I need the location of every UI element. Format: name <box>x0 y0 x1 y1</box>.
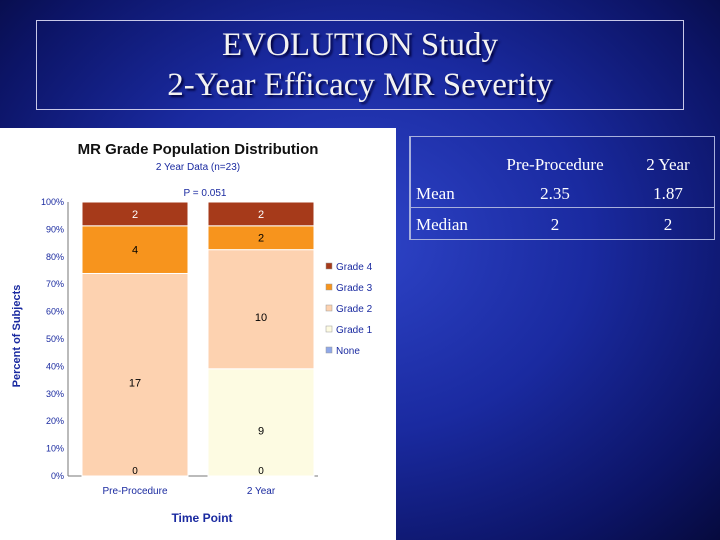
data-label: 17 <box>129 378 141 390</box>
chart-title: MR Grade Population Distribution <box>78 141 319 158</box>
chart-panel: MR Grade Population Distribution 2 Year … <box>0 128 396 540</box>
bar-segment <box>81 225 189 274</box>
row-label: Mean <box>416 184 455 203</box>
median-pre-value: 2 <box>550 215 560 234</box>
data-label: 0 <box>258 466 264 477</box>
table-divider <box>410 137 411 239</box>
data-label: 2 <box>258 233 264 245</box>
table-divider <box>410 207 714 208</box>
data-label: 10 <box>255 312 267 324</box>
legend-swatch <box>325 262 333 270</box>
y-tick-label: 50% <box>46 334 64 344</box>
bar-segment <box>81 201 189 227</box>
slide-title-line2: 2-Year Efficacy MR Severity <box>167 67 553 103</box>
p-value-annotation: P = 0.051 <box>184 188 227 199</box>
data-label: 9 <box>258 425 264 437</box>
y-tick-label: 70% <box>46 279 64 289</box>
legend-swatch <box>325 283 333 291</box>
y-tick-label: 80% <box>46 252 64 262</box>
stats-table: Pre-Procedure 2 Year Mean 2.35 1.87 Medi… <box>409 136 715 240</box>
x-tick-label: 2 Year <box>247 486 276 497</box>
mean-2year-value: 1.87 <box>653 184 683 203</box>
legend-label: Grade 1 <box>336 325 373 336</box>
bar-segment <box>81 272 189 477</box>
table-header-row: Pre-Procedure 2 Year <box>410 148 714 182</box>
legend-label: Grade 3 <box>336 283 373 294</box>
x-axis-label: Time Point <box>171 511 232 525</box>
y-tick-label: 30% <box>46 389 64 399</box>
bar-segment <box>207 249 315 370</box>
chart-subtitle: 2 Year Data (n=23) <box>156 162 240 173</box>
row-label: Median <box>416 215 468 234</box>
y-tick-label: 10% <box>46 444 64 454</box>
data-label: 4 <box>132 245 138 257</box>
y-tick-label: 40% <box>46 361 64 371</box>
y-axis-label: Percent of Subjects <box>11 285 23 388</box>
stacked-bar-chart: MR Grade Population Distribution 2 Year … <box>11 141 373 525</box>
table-row-median: Median 2 2 <box>410 208 714 242</box>
legend-swatch <box>325 304 333 312</box>
legend-swatch <box>325 346 333 354</box>
bar-segment <box>207 201 315 227</box>
y-tick-label: 20% <box>46 416 64 426</box>
legend-label: Grade 4 <box>336 262 373 273</box>
y-tick-label: 60% <box>46 307 64 317</box>
slide-title-box: EVOLUTION Study 2-Year Efficacy MR Sever… <box>36 20 684 110</box>
y-tick-label: 100% <box>41 197 64 207</box>
y-tick-label: 0% <box>51 471 64 481</box>
legend-label: None <box>336 346 360 357</box>
data-label: 2 <box>132 209 138 221</box>
bar-segment <box>207 368 315 477</box>
mean-pre-value: 2.35 <box>540 184 570 203</box>
data-label: 2 <box>258 209 264 221</box>
header-2-year: 2 Year <box>646 155 690 174</box>
header-pre-procedure: Pre-Procedure <box>506 155 604 174</box>
table-row-mean: Mean 2.35 1.87 <box>410 177 714 211</box>
legend-swatch <box>325 325 333 333</box>
slide-title-line1: EVOLUTION Study <box>222 27 498 63</box>
legend-label: Grade 2 <box>336 304 373 315</box>
median-2year-value: 2 <box>663 215 673 234</box>
x-tick-label: Pre-Procedure <box>102 486 167 497</box>
y-tick-label: 90% <box>46 224 64 234</box>
data-label: 0 <box>132 466 138 477</box>
